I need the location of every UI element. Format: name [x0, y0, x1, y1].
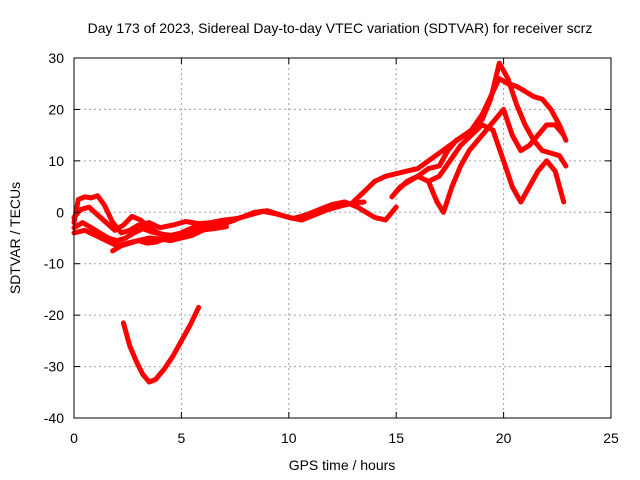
- series-line-trace-8: [389, 60, 569, 200]
- x-tick-label: 5: [178, 430, 186, 446]
- series-line-trace-1: [71, 193, 367, 236]
- y-tick-label: 10: [48, 153, 64, 169]
- x-tick-label: 0: [70, 430, 78, 446]
- series-line-trace-9: [393, 106, 567, 215]
- y-tick-label: -20: [44, 307, 64, 323]
- series-line-trace-10: [425, 122, 567, 205]
- y-tick-label: -10: [44, 256, 64, 272]
- x-axis-label: GPS time / hours: [289, 457, 396, 473]
- x-tick-label: 25: [603, 430, 619, 446]
- y-axis-label: SDTVAR / TECUs: [7, 182, 23, 294]
- axis-ticks: 0 5 10 15 20 25 -40 -30 -20 -10 0 10 20 30: [44, 50, 619, 446]
- data-series: [71, 60, 569, 385]
- series-line-trace-6: [120, 304, 202, 385]
- series-line-trace-4: [71, 217, 238, 249]
- y-tick-label: 20: [48, 101, 64, 117]
- x-tick-label: 20: [496, 430, 512, 446]
- y-tick-label: 0: [56, 204, 64, 220]
- series-line-trace-5: [110, 219, 219, 254]
- x-tick-label: 10: [281, 430, 297, 446]
- y-tick-label: -30: [44, 359, 64, 375]
- y-tick-label: -40: [44, 410, 64, 426]
- x-tick-label: 15: [388, 430, 404, 446]
- chart-title: Day 173 of 2023, Sidereal Day-to-day VTE…: [88, 20, 593, 36]
- y-tick-label: 30: [48, 50, 64, 66]
- plot-frame: [73, 57, 612, 419]
